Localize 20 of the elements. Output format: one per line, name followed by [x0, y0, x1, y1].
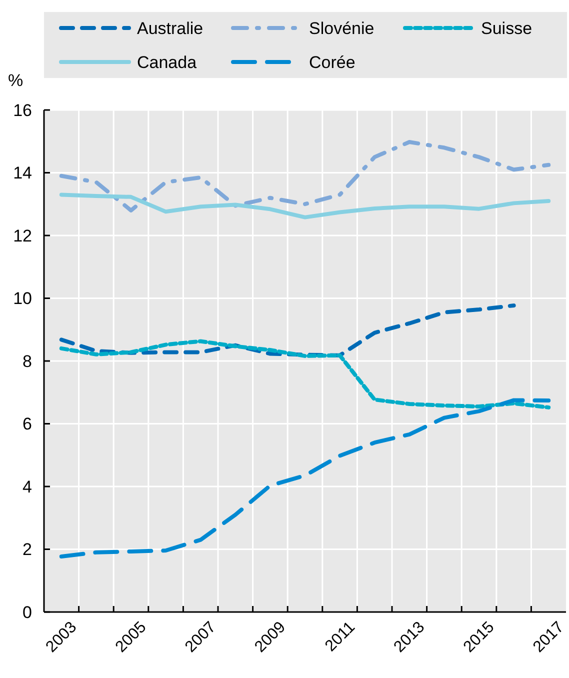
legend-label: Corée: [309, 52, 356, 72]
line-series: [59, 192, 551, 220]
line-series: [59, 140, 551, 212]
y-tick-label: 12: [13, 226, 32, 246]
y-tick-label: 16: [13, 100, 32, 120]
y-tick-label: 8: [22, 352, 32, 371]
line-series: [59, 303, 516, 358]
y-tick-label: 14: [13, 164, 32, 183]
line-series: [59, 398, 551, 558]
y-tick-label: 2: [22, 540, 32, 560]
legend-label: Suisse: [481, 18, 532, 38]
y-tick-label: 0: [22, 602, 32, 622]
y-tick-label: 10: [13, 289, 32, 308]
y-tick-label: 6: [22, 414, 32, 434]
y-tick-label: 4: [22, 477, 32, 496]
legend-label: Australie: [137, 18, 204, 38]
y-axis-title: %: [8, 71, 24, 90]
line-series: [59, 339, 551, 410]
legend-label: Slovénie: [309, 18, 374, 38]
legend-label: Canada: [137, 52, 198, 72]
